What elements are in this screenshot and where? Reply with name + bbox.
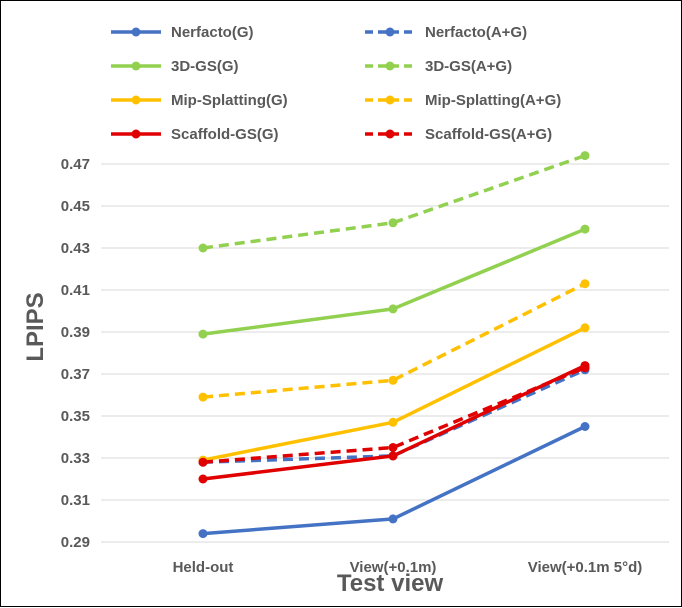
- data-point: [198, 243, 208, 253]
- y-tick-label: 0.45: [61, 198, 90, 215]
- data-point: [198, 474, 208, 484]
- legend-label: Mip-Splatting(A+G): [425, 92, 561, 109]
- data-point: [580, 279, 590, 289]
- series-line: [202, 227, 586, 336]
- series-scaffold-gs-a-g: [198, 363, 590, 467]
- legend-swatch-marker: [385, 129, 395, 139]
- data-point: [198, 392, 208, 402]
- y-tick-label: 0.37: [61, 366, 90, 383]
- series: [198, 151, 590, 539]
- x-axis-ticks: Held-out View(+0.1m) View(+0.1m 5°d): [173, 559, 643, 576]
- y-tick-label: 0.41: [61, 282, 90, 299]
- x-tick-label: View(+0.1m 5°d): [528, 559, 643, 576]
- y-tick-label: 0.35: [61, 408, 90, 425]
- y-tick-label: 0.31: [61, 492, 90, 509]
- series-3d-gs-g: [198, 224, 590, 339]
- data-point: [580, 224, 590, 234]
- legend-entry: 3D-GS(A+G): [365, 58, 512, 75]
- data-point: [580, 151, 590, 161]
- data-point: [198, 457, 208, 467]
- data-point: [198, 329, 208, 339]
- y-tick-label: 0.33: [61, 450, 90, 467]
- data-point: [580, 363, 590, 373]
- legend-swatch-marker: [385, 27, 395, 37]
- legend-label: Nerfacto(A+G): [425, 24, 527, 41]
- series-3d-gs-a-g: [198, 151, 590, 253]
- data-point: [388, 417, 398, 427]
- legend-entry: 3D-GS(G): [111, 58, 239, 75]
- legend-label: 3D-GS(G): [171, 58, 239, 75]
- x-tick-label: View(+0.1m): [350, 559, 437, 576]
- x-axis-title: Test view: [337, 570, 444, 597]
- data-point: [580, 323, 590, 333]
- legend-label: 3D-GS(A+G): [425, 58, 512, 75]
- data-point: [388, 304, 398, 314]
- legend-entry: Mip-Splatting(A+G): [365, 92, 561, 109]
- legend-swatch-marker: [131, 129, 141, 139]
- legend-label: Scaffold-GS(G): [171, 126, 279, 143]
- legend-entry: Mip-Splatting(G): [111, 92, 288, 109]
- data-point: [198, 529, 208, 539]
- legend-label: Nerfacto(G): [171, 24, 254, 41]
- y-tick-label: 0.29: [61, 534, 90, 551]
- legend-swatch-marker: [385, 95, 395, 105]
- data-point: [388, 451, 398, 461]
- series-line: [202, 366, 586, 464]
- legend-entry: Scaffold-GS(G): [111, 126, 279, 143]
- y-tick-label: 0.47: [61, 156, 90, 173]
- gridlines: [101, 163, 669, 543]
- data-point: [388, 443, 398, 452]
- y-tick-label: 0.39: [61, 324, 90, 341]
- series-mip-splatting-a-g: [198, 279, 590, 402]
- data-point: [388, 375, 398, 385]
- y-tick-label: 0.43: [61, 240, 90, 257]
- legend-label: Mip-Splatting(G): [171, 92, 288, 109]
- legend-swatch-marker: [131, 95, 141, 105]
- data-point: [388, 218, 398, 228]
- legend-entry: Nerfacto(G): [111, 24, 254, 41]
- data-point: [580, 422, 590, 431]
- series-nerfacto-g: [198, 422, 590, 539]
- y-axis-title: LPIPS: [22, 292, 49, 361]
- legend-swatch-marker: [385, 61, 395, 71]
- data-point: [388, 514, 398, 524]
- legend-entry: Scaffold-GS(A+G): [365, 126, 552, 143]
- legend-label: Scaffold-GS(A+G): [425, 126, 552, 143]
- x-tick-label: Held-out: [173, 559, 234, 576]
- legend-swatch-marker: [131, 27, 141, 37]
- legend: Nerfacto(G) Nerfacto(A+G) 3D-GS(G) 3D-GS(A+…: [111, 24, 561, 143]
- y-axis-ticks: 0.29 0.31 0.33 0.35 0.37 0.39 0.41 0.43 0.45 0.47: [61, 156, 90, 551]
- series-line: [202, 153, 586, 250]
- legend-entry: Nerfacto(A+G): [365, 24, 527, 41]
- legend-swatch-marker: [131, 61, 141, 71]
